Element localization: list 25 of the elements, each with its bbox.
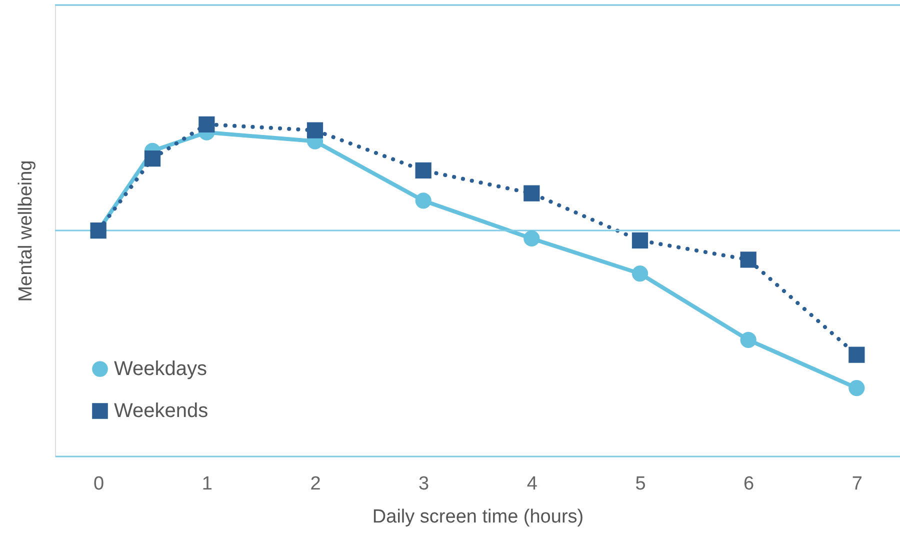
x-tick-label: 5 — [635, 474, 646, 494]
x-tick-label: 3 — [418, 474, 430, 494]
point — [306, 122, 324, 138]
point — [524, 185, 540, 202]
point — [632, 232, 648, 249]
x-tick-label: 1 — [202, 474, 212, 494]
point — [740, 332, 756, 348]
point — [848, 346, 865, 363]
x-tick-label: 2 — [310, 474, 321, 494]
point — [524, 230, 540, 247]
point — [740, 252, 756, 268]
x-tick-label: 6 — [744, 474, 754, 494]
point — [415, 162, 432, 179]
x-axis-title: Daily screen time (hours) — [372, 506, 584, 528]
point — [144, 150, 161, 167]
point — [632, 266, 648, 282]
point — [848, 380, 865, 396]
x-tick-label: 0 — [94, 474, 104, 494]
y-axis-title: Mental wellbeing — [16, 160, 36, 302]
legend-label: Weekends — [114, 400, 208, 422]
x-tick-label: 4 — [526, 474, 538, 494]
x-tick-label: 7 — [852, 474, 862, 494]
point — [415, 192, 432, 209]
point — [198, 116, 215, 132]
legend-label: Weekdays — [114, 358, 208, 380]
